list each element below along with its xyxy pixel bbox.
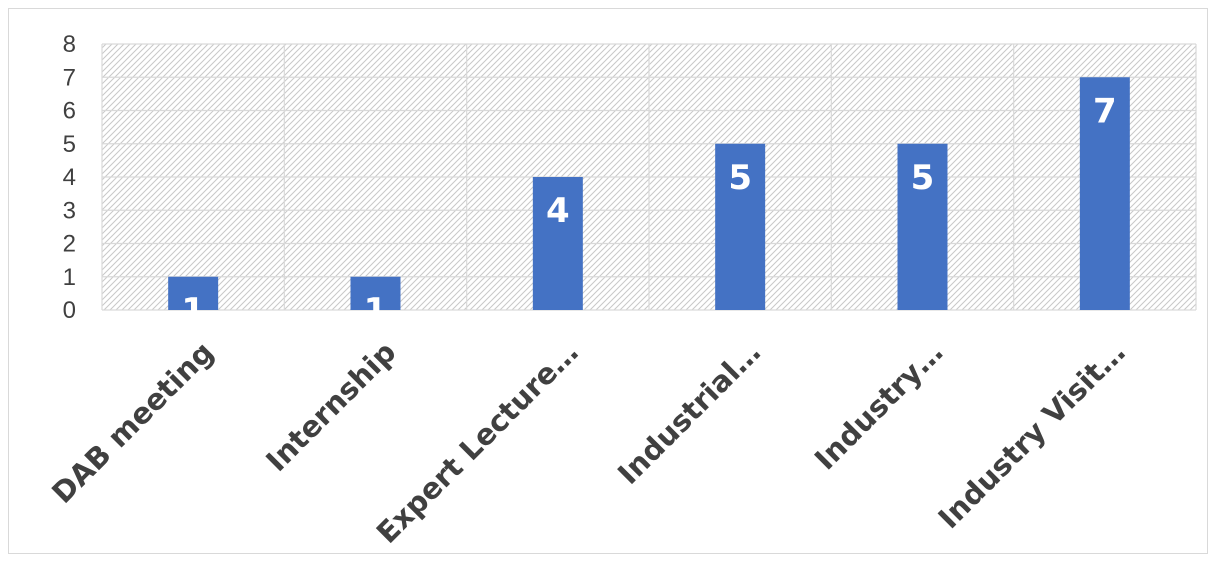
category-label: DAB meeting (45, 335, 220, 510)
category-label: Industrial… (611, 335, 767, 491)
category-label: Internship (259, 335, 402, 478)
data-label: 1 (364, 291, 388, 331)
y-tick-label: 5 (63, 131, 76, 158)
y-tick-label: 3 (63, 197, 76, 224)
data-label: 4 (546, 191, 570, 231)
bar (897, 143, 948, 310)
bar (715, 143, 766, 310)
category-label: Industry… (808, 335, 950, 477)
bar (350, 276, 401, 310)
data-label: 7 (1093, 91, 1117, 131)
data-label: 5 (728, 158, 752, 198)
y-tick-label: 2 (63, 231, 76, 258)
y-tick-label: 6 (63, 98, 76, 125)
bar (168, 276, 219, 310)
y-tick-label: 8 (63, 31, 76, 58)
y-tick-label: 1 (63, 264, 76, 291)
bar (1079, 77, 1130, 310)
category-label: Industry Visit… (932, 335, 1132, 535)
category-label: Expert Lecture… (370, 335, 585, 550)
y-tick-label: 7 (63, 64, 76, 91)
y-tick-label: 4 (63, 164, 76, 191)
y-tick-label: 0 (63, 297, 76, 324)
bar (532, 177, 583, 310)
data-label: 5 (911, 158, 935, 198)
data-label: 1 (181, 291, 205, 331)
